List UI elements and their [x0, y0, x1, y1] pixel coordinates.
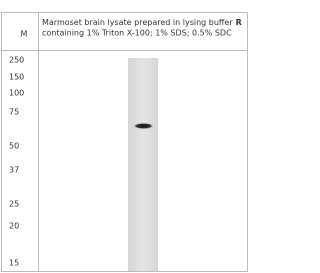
- blot-figure: M Marmoset brain lysate prepared in lysi…: [0, 0, 249, 273]
- marker-label: 250: [9, 56, 24, 65]
- marker-label: 20: [9, 222, 19, 231]
- buffer-name: R: [236, 18, 242, 27]
- marker-label: 15: [9, 259, 19, 268]
- marker-label: 75: [9, 108, 19, 117]
- marker-label: 50: [9, 142, 19, 151]
- header-text: Marmoset brain lysate prepared in lysing…: [42, 18, 233, 27]
- marker-label: 150: [9, 73, 24, 82]
- marker-label: 25: [9, 200, 19, 209]
- header-line: Marmoset brain lysate prepared in lysing…: [42, 18, 242, 27]
- lane: [128, 58, 158, 271]
- header-line: containing 1% Triton X-100; 1% SDS; 0.5%…: [42, 29, 232, 38]
- marker-label: 100: [9, 89, 24, 98]
- marker-header: M: [21, 30, 28, 39]
- marker-labels: 250 150 100 75 50 37 25 20 15: [9, 56, 24, 268]
- marker-label: 37: [9, 166, 19, 175]
- band: [134, 123, 154, 129]
